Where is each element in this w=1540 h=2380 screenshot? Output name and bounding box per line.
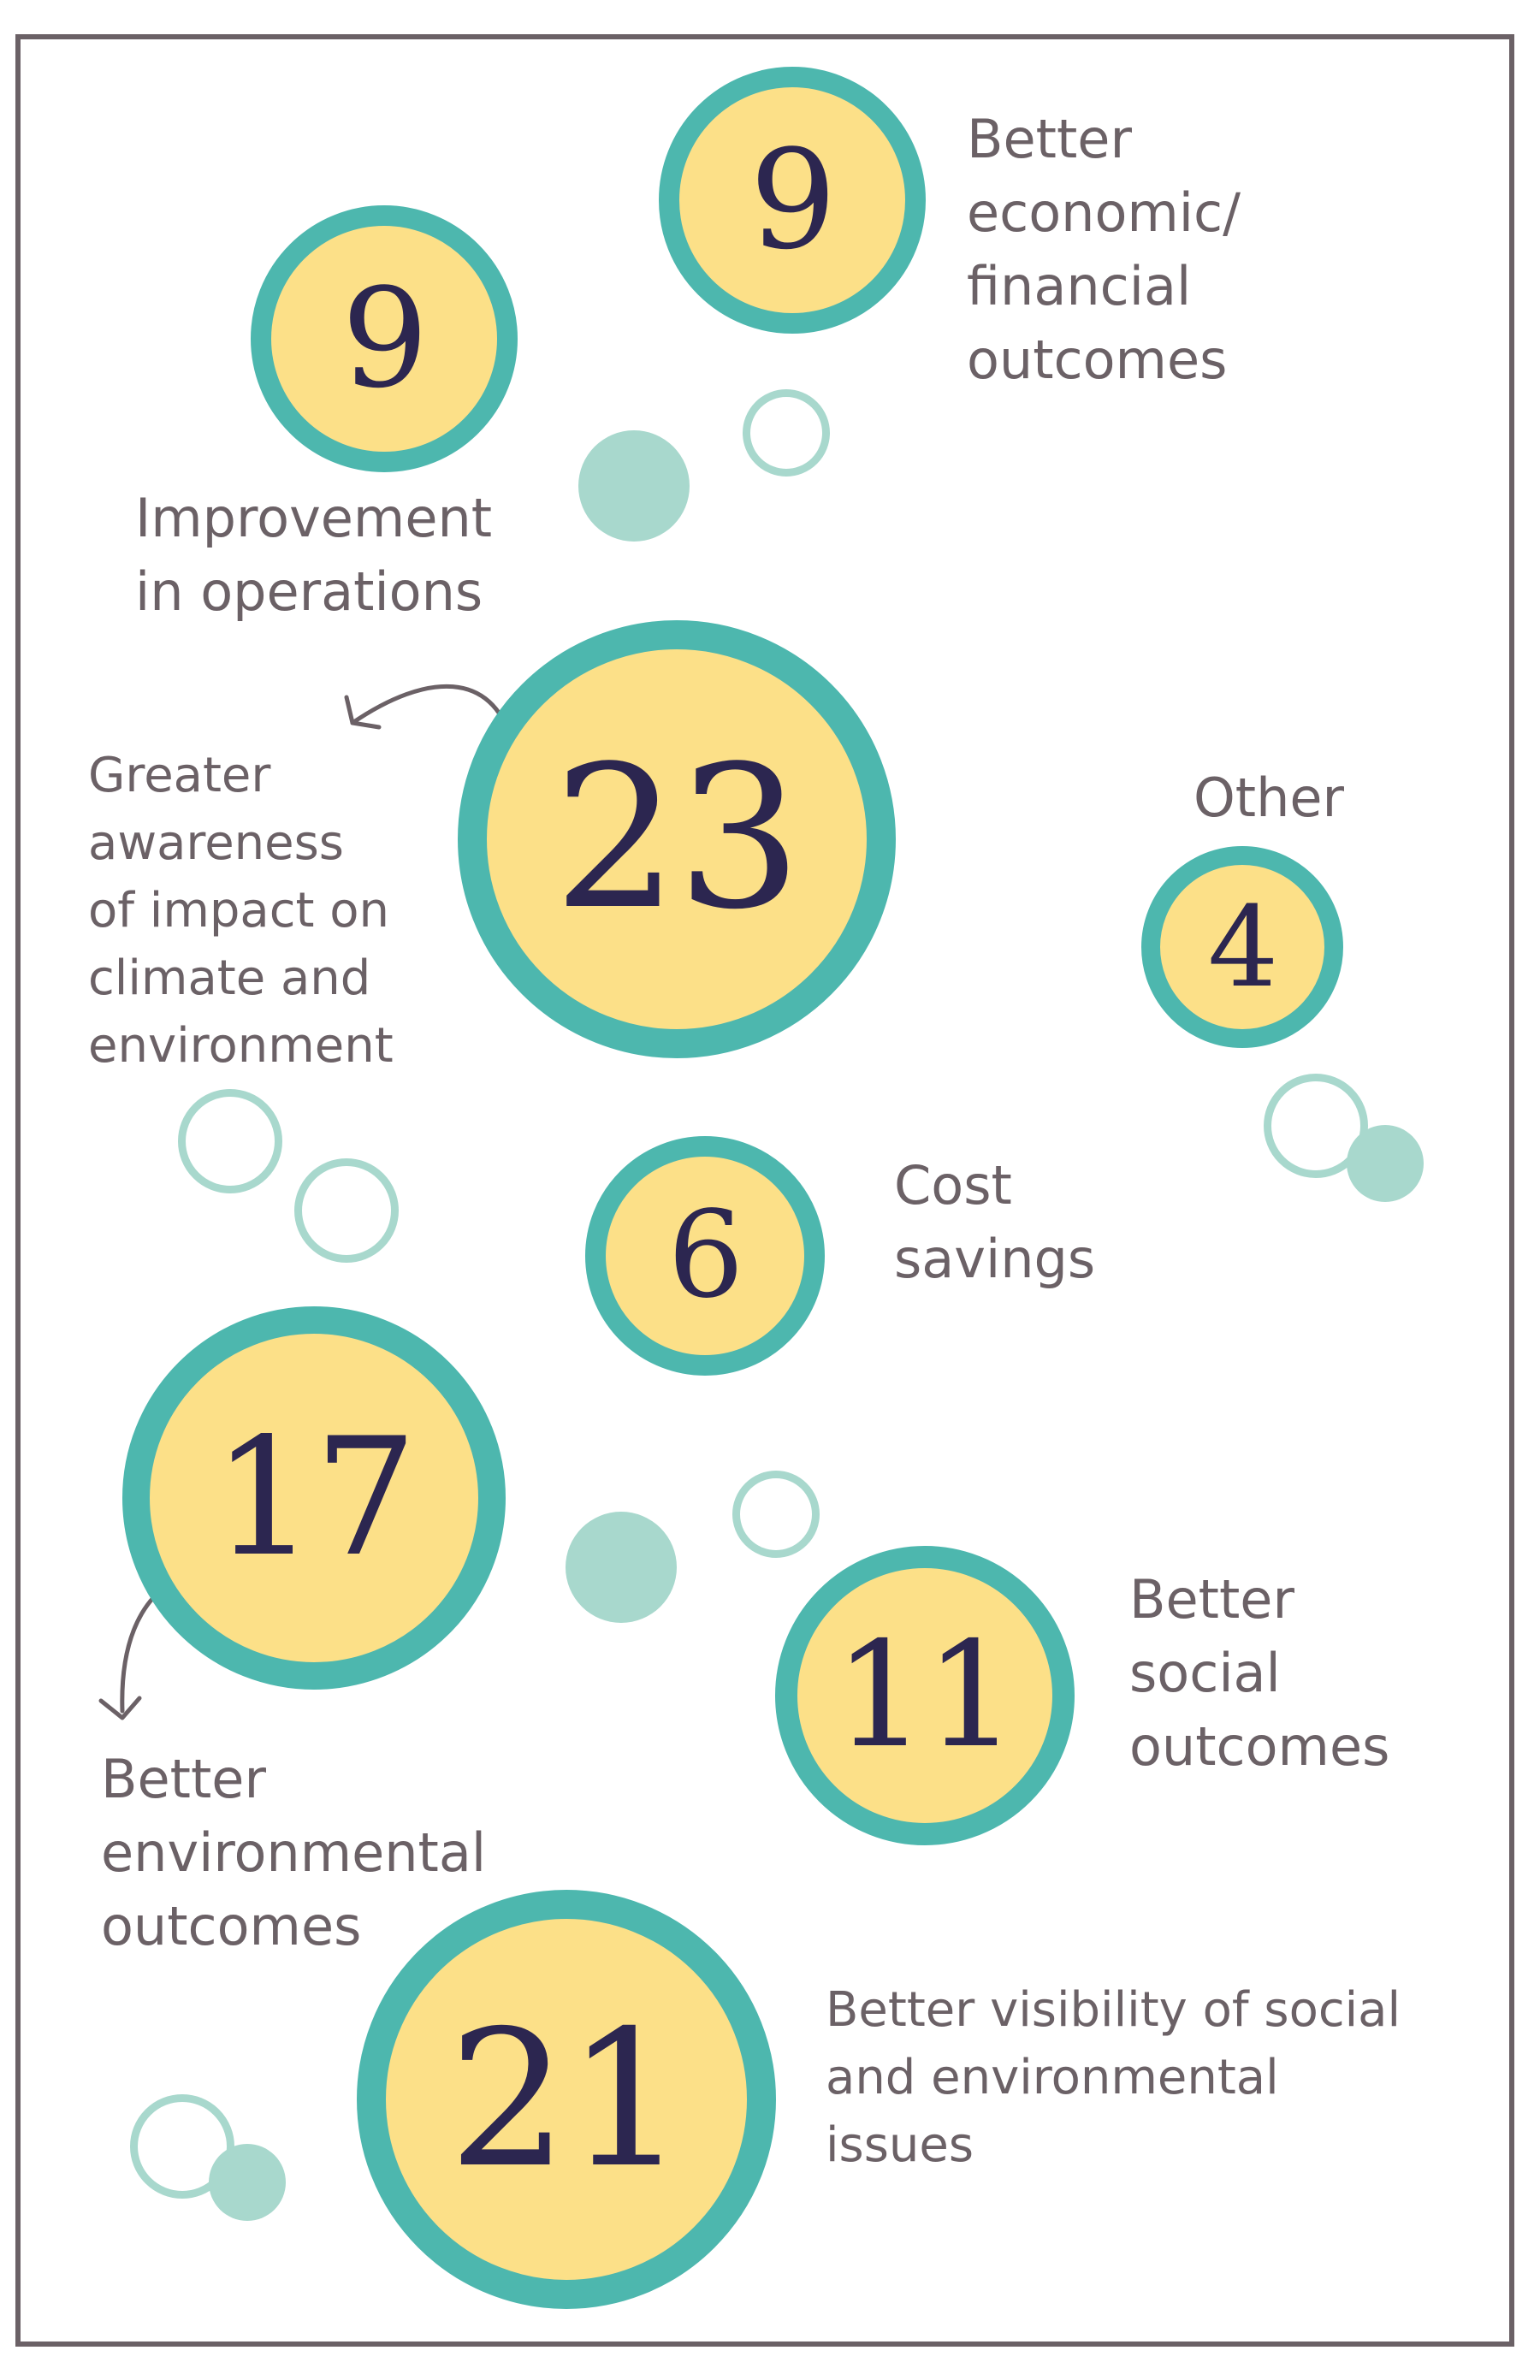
value-awareness: 23 (553, 725, 803, 953)
value-environmental: 17 (212, 1403, 418, 1592)
decorative-ring (294, 1158, 399, 1263)
value-operations: 9 (341, 258, 429, 418)
bubble-environmental: 17 (122, 1306, 506, 1690)
bubble-other: 4 (1141, 846, 1343, 1048)
bubble-cost: 6 (585, 1136, 825, 1376)
decorative-ring (743, 389, 830, 477)
label-environmental: Better environmental outcomes (101, 1748, 487, 1957)
decorative-dot (566, 1512, 677, 1623)
infographic-frame (15, 34, 1514, 2347)
label-economic: Better economic/ financial outcomes (967, 108, 1241, 391)
decorative-ring (732, 1471, 820, 1558)
decorative-ring (1264, 1074, 1368, 1178)
label-operations: Improvement in operations (135, 487, 493, 623)
label-visibility: Better visibility of social and environm… (826, 1982, 1401, 2173)
decorative-dot (1347, 1125, 1424, 1202)
label-awareness: Greater awareness of impact on climate a… (88, 748, 394, 1074)
label-social: Better social outcomes (1129, 1568, 1390, 1778)
bubble-social: 11 (775, 1546, 1075, 1845)
value-social: 11 (833, 1611, 1017, 1780)
decorative-dot (578, 430, 690, 542)
decorative-ring (178, 1089, 282, 1193)
bubble-visibility: 21 (357, 1890, 776, 2309)
value-cost: 6 (667, 1186, 743, 1325)
bubble-awareness: 23 (458, 620, 896, 1058)
bubble-operations: 9 (251, 205, 518, 472)
value-economic: 9 (749, 120, 837, 280)
label-cost: Cost savings (894, 1154, 1096, 1290)
value-visibility: 21 (448, 1990, 686, 2209)
label-other: Other (1194, 767, 1345, 829)
decorative-dot (209, 2144, 286, 2221)
value-other: 4 (1207, 882, 1279, 1012)
bubble-economic: 9 (659, 67, 926, 334)
